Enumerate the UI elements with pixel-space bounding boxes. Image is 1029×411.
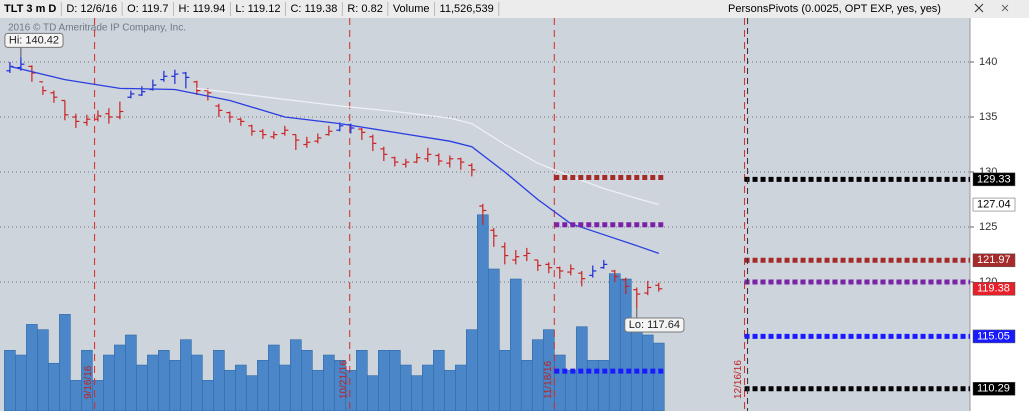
volume-bar bbox=[4, 350, 16, 411]
toolbar-field: H: 119.94 bbox=[179, 3, 226, 15]
price-marker bbox=[972, 282, 1016, 296]
watermark: 2016 © TD Ameritrade IP Company, Inc. bbox=[8, 23, 186, 34]
volume-bar bbox=[37, 329, 49, 411]
volume-bar bbox=[630, 319, 643, 411]
price-marker bbox=[972, 172, 1016, 187]
volume-bar bbox=[224, 370, 236, 411]
volume-bar bbox=[378, 350, 390, 411]
price-marker-label: 119.38 bbox=[977, 283, 1010, 295]
callout-box bbox=[624, 317, 685, 333]
volume-bar bbox=[597, 360, 610, 411]
volume-bar bbox=[114, 344, 126, 411]
volume-bar bbox=[147, 354, 159, 411]
volume-bar bbox=[619, 278, 632, 411]
volume-bar bbox=[180, 339, 192, 411]
volume-bar bbox=[246, 375, 258, 411]
volume-bar bbox=[652, 342, 665, 411]
price-marker-label: 127.04 bbox=[977, 198, 1011, 210]
volume-bar bbox=[169, 360, 181, 411]
volume-bar bbox=[389, 350, 401, 411]
expiration-date: 11/18/16 bbox=[543, 360, 554, 399]
volume-bar bbox=[531, 339, 544, 411]
volume-bar bbox=[323, 354, 335, 411]
volume-bar bbox=[15, 354, 27, 411]
volume-bar bbox=[125, 334, 137, 411]
volume-bar bbox=[257, 360, 269, 411]
volume-bar bbox=[608, 273, 621, 411]
volume-bar bbox=[400, 364, 412, 411]
toolbar-icons[interactable] bbox=[974, 3, 1009, 13]
volume-bar bbox=[356, 350, 368, 411]
y-axis-area bbox=[970, 18, 1029, 411]
moving-average bbox=[196, 87, 659, 206]
volume-bar bbox=[586, 360, 599, 411]
close-icon[interactable] bbox=[1001, 4, 1009, 12]
price-marker bbox=[972, 197, 1016, 212]
toolbar bbox=[0, 0, 1029, 18]
toolbar-field: L: 119.12 bbox=[235, 3, 280, 15]
moving-average bbox=[9, 65, 659, 254]
toolbar-fields: TLT 3 m D D: 12/6/16 O: 119.7 H: 119.94 L: 1… bbox=[4, 2, 500, 16]
volume-bar bbox=[213, 350, 225, 411]
volume-bar bbox=[26, 324, 38, 411]
volume-bar bbox=[520, 360, 533, 411]
volume-bar bbox=[301, 350, 313, 411]
toolbar-field: 11,526,539 bbox=[440, 3, 494, 15]
expiration-date: 9/16/16 bbox=[83, 365, 94, 399]
toolbar-field: R: 0.82 bbox=[347, 3, 382, 15]
price-marker-label: 129.33 bbox=[977, 173, 1011, 185]
callout: Hi: 140.42 bbox=[4, 32, 64, 58]
volume-bar bbox=[455, 364, 467, 411]
volume-bar bbox=[487, 268, 500, 411]
price-marker-label: 110.29 bbox=[977, 383, 1010, 395]
volume-bar bbox=[59, 314, 71, 411]
volume-bar bbox=[509, 278, 522, 411]
volume-bar bbox=[158, 350, 170, 411]
price-marker-label: 121.97 bbox=[977, 254, 1011, 266]
volume-bar bbox=[202, 380, 214, 411]
icon[interactable] bbox=[974, 3, 984, 13]
volume-bar bbox=[433, 350, 445, 411]
toolbar-field: TLT 3 m D bbox=[4, 3, 56, 15]
expiration-date: 12/16/16 bbox=[733, 360, 744, 399]
expiration-date: 10/21/16 bbox=[338, 360, 349, 399]
volume-bar bbox=[70, 380, 82, 411]
y-tick-label: 140 bbox=[979, 56, 997, 68]
volume-bar bbox=[279, 364, 291, 411]
callout-label: Hi: 140.42 bbox=[9, 34, 59, 46]
volume-bar bbox=[103, 354, 115, 411]
callout-box bbox=[4, 32, 64, 48]
callout: Lo: 117.64 bbox=[624, 307, 685, 333]
volume-bar bbox=[477, 214, 489, 411]
volume-bar bbox=[422, 364, 434, 411]
volume-bar bbox=[564, 370, 577, 411]
volume-bar bbox=[466, 329, 478, 411]
study-label: PersonsPivots (0.0025, OPT EXP, yes, yes… bbox=[728, 3, 941, 15]
volume-bar bbox=[290, 339, 302, 411]
price-marker bbox=[972, 382, 1016, 396]
toolbar-field: Volume bbox=[393, 3, 430, 15]
volume-bar bbox=[498, 350, 511, 411]
volume-bar bbox=[136, 364, 148, 411]
price-marker-label: 115.05 bbox=[977, 330, 1010, 342]
volume-bar bbox=[191, 354, 203, 411]
price-marker bbox=[972, 329, 1016, 344]
y-tick-label: 125 bbox=[979, 221, 997, 233]
toolbar-field: C: 119.38 bbox=[290, 3, 337, 15]
volume-bar bbox=[553, 354, 566, 411]
price-marker bbox=[972, 253, 1016, 268]
volume-bar bbox=[411, 375, 423, 411]
volume-bar bbox=[367, 375, 379, 411]
volume-bar bbox=[235, 364, 247, 411]
volume-bar bbox=[312, 370, 324, 411]
y-tick-label: 135 bbox=[979, 111, 997, 123]
volume-bar bbox=[268, 344, 280, 411]
toolbar-field: D: 12/6/16 bbox=[66, 3, 117, 15]
volume-bar bbox=[48, 362, 60, 411]
callout-label: Lo: 117.64 bbox=[629, 319, 680, 331]
volume-bar bbox=[444, 370, 456, 411]
toolbar-field: O: 119.7 bbox=[127, 3, 168, 15]
